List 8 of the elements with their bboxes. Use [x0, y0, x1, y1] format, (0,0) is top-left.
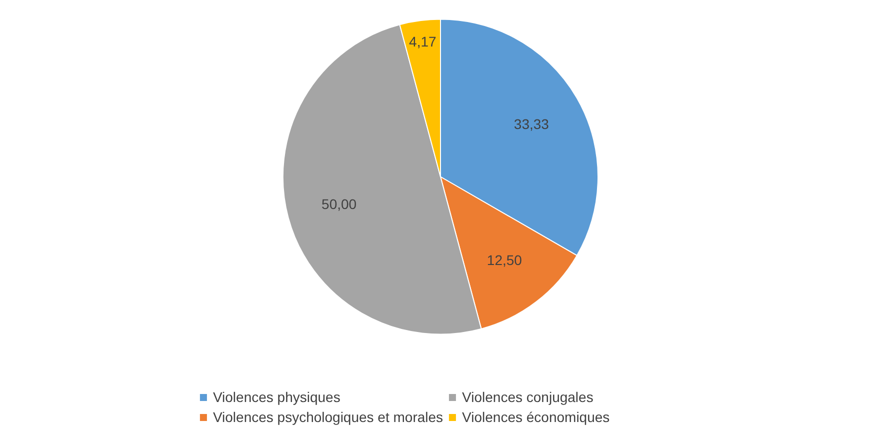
data-label: 12,50: [486, 252, 522, 268]
data-label: 4,17: [409, 33, 437, 50]
legend-label: Violences économiques: [462, 409, 611, 425]
legend-label: Violences conjugales: [462, 389, 594, 405]
data-label: 50,00: [322, 196, 357, 212]
legend-label: Violences physiques: [212, 389, 342, 405]
legend-label: Violences psychologiques et morales: [212, 409, 444, 425]
data-label: 33,33: [514, 116, 550, 132]
